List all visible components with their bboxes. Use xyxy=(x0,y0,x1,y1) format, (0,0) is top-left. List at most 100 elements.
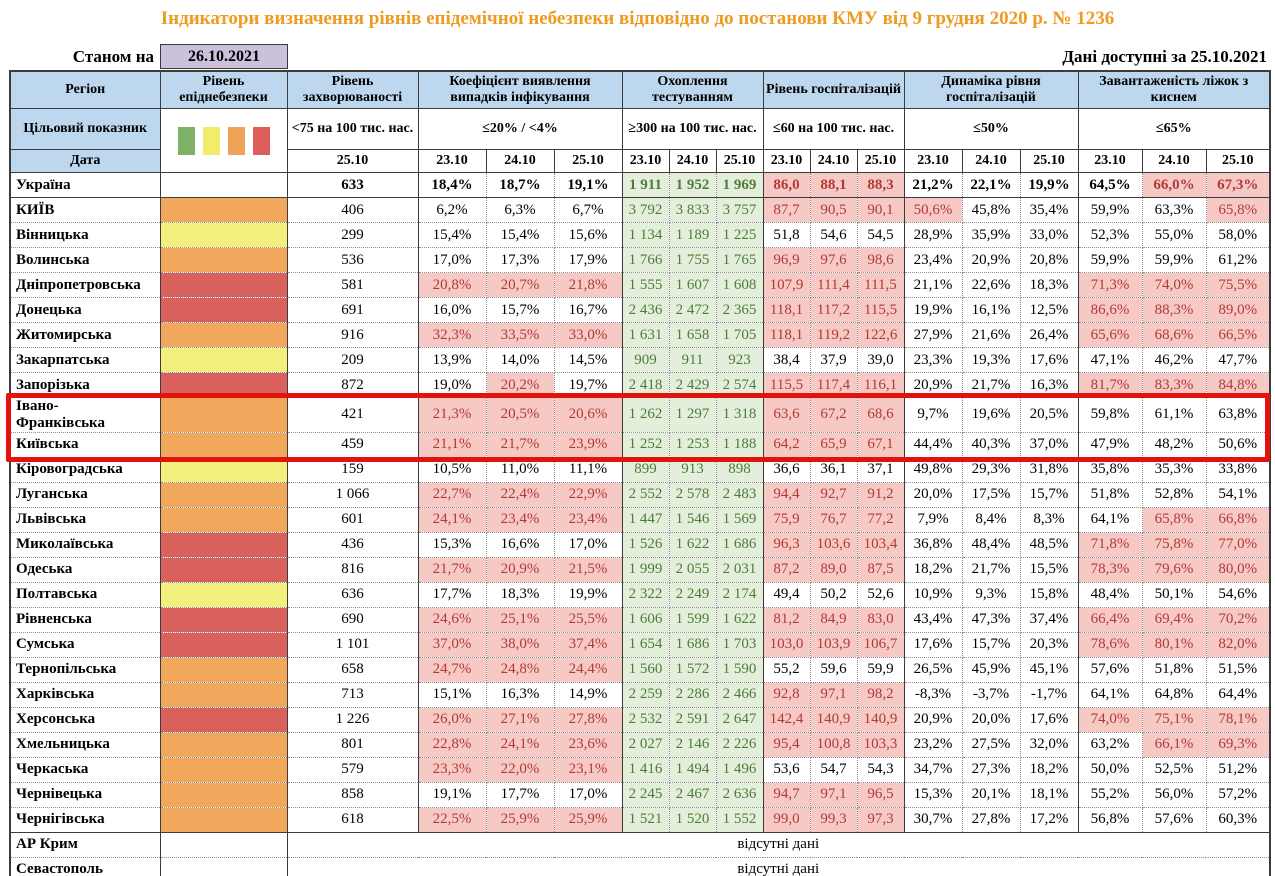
hosp-dynamics-cell: 20,5% xyxy=(1019,397,1079,433)
legend-swatch-green xyxy=(177,126,195,155)
hosp-level-cell: 59,9 xyxy=(856,656,905,683)
detection-cell: 15,4% xyxy=(485,222,555,248)
region-row: Житомирська 916 32,3% 33,5% 33,0% 1 631 1 658 1… xyxy=(9,322,1271,348)
region-row: Донецька 691 16,0% 15,7% 16,7% 2 436 2 472 2 36… xyxy=(9,297,1271,323)
epidanger-level-cell xyxy=(159,806,288,833)
hosp-dynamics-cell: 27,9% xyxy=(903,322,963,348)
hosp-dynamics-cell: -8,3% xyxy=(903,681,963,708)
hosp-level-cell: 36,6 xyxy=(762,456,811,483)
region-row: Одеська 816 21,7% 20,9% 21,5% 1 999 2 055 2 031… xyxy=(9,556,1271,583)
hosp-dynamics-cell: 15,3% xyxy=(903,781,963,808)
bed-occupancy-cell: 81,7% xyxy=(1077,372,1143,398)
region-row: Дніпропетровська 581 20,8% 20,7% 21,8% 1 555 1… xyxy=(9,272,1271,298)
incidence-cell: 872 xyxy=(286,372,419,398)
bed-occupancy-cell: 68,6% xyxy=(1141,322,1207,348)
bed-occupancy-cell: 66,0% xyxy=(1141,172,1207,198)
hosp-dynamics-cell: 12,5% xyxy=(1019,297,1079,323)
testing-cell: 2 591 xyxy=(668,706,717,733)
hosp-dynamics-cell: 48,5% xyxy=(1019,531,1079,558)
bed-occupancy-cell: 71,3% xyxy=(1077,272,1143,298)
bed-occupancy-cell: 64,1% xyxy=(1077,506,1143,533)
hosp-dynamics-cell: 20,8% xyxy=(1019,247,1079,273)
detection-cell: 24,1% xyxy=(417,506,487,533)
bed-occupancy-cell: 82,0% xyxy=(1205,631,1271,658)
testing-cell: 2 472 xyxy=(668,297,717,323)
incidence-cell: 618 xyxy=(286,806,419,833)
testing-cell: 2 532 xyxy=(621,706,670,733)
testing-cell: 1 572 xyxy=(668,656,717,683)
hosp-dynamics-cell: 43,4% xyxy=(903,606,963,633)
testing-cell: 1 318 xyxy=(715,397,764,433)
detection-cell: 20,5% xyxy=(485,397,555,433)
testing-cell: 2 429 xyxy=(668,372,717,398)
detection-cell: 33,0% xyxy=(553,322,623,348)
hosp-level-cell: 103,3 xyxy=(856,731,905,758)
hosp-level-cell: 52,6 xyxy=(856,581,905,608)
date-cell-hosp-level: 25.10 xyxy=(856,149,905,173)
epidanger-level-cell xyxy=(159,506,288,533)
epidanger-legend xyxy=(159,108,288,173)
region-row: Запорізька 872 19,0% 20,2% 19,7% 2 418 2 429 2 … xyxy=(9,372,1271,398)
hosp-dynamics-cell: 10,9% xyxy=(903,581,963,608)
hosp-dynamics-cell: 29,3% xyxy=(961,456,1021,483)
testing-cell: 2 574 xyxy=(715,372,764,398)
epidanger-level-cell xyxy=(159,272,288,298)
epidanger-level-cell xyxy=(159,606,288,633)
bed-occupancy-cell: 51,5% xyxy=(1205,656,1271,683)
detection-cell: 25,9% xyxy=(553,806,623,833)
date-cell-bed-occupancy: 23.10 xyxy=(1077,149,1143,173)
detection-cell: 17,7% xyxy=(417,581,487,608)
testing-cell: 1 631 xyxy=(621,322,670,348)
testing-cell: 2 552 xyxy=(621,481,670,508)
detection-cell: 22,5% xyxy=(417,806,487,833)
hosp-level-cell: 54,3 xyxy=(856,756,905,783)
testing-cell: 1 999 xyxy=(621,556,670,583)
testing-cell: 1 622 xyxy=(715,606,764,633)
region-row: Чернівецька 858 19,1% 17,7% 17,0% 2 245 2 467 2… xyxy=(9,781,1271,808)
legend-swatch-red xyxy=(252,126,270,155)
hosp-level-cell: 103,4 xyxy=(856,531,905,558)
detection-cell: 16,3% xyxy=(485,681,555,708)
detection-cell: 18,7% xyxy=(485,172,555,198)
bed-occupancy-cell: 51,8% xyxy=(1141,656,1207,683)
hosp-level-cell: 83,0 xyxy=(856,606,905,633)
hosp-dynamics-cell: 8,4% xyxy=(961,506,1021,533)
testing-cell: 1 622 xyxy=(668,531,717,558)
testing-cell: 909 xyxy=(621,347,670,373)
hosp-level-cell: 140,9 xyxy=(856,706,905,733)
bed-occupancy-cell: 47,9% xyxy=(1077,431,1143,458)
hosp-dynamics-cell: 21,7% xyxy=(961,556,1021,583)
detection-cell: 15,6% xyxy=(553,222,623,248)
data-available: Дані доступні за 25.10.2021 xyxy=(1058,47,1267,67)
hosp-level-cell: 107,9 xyxy=(762,272,811,298)
epidanger-level-cell xyxy=(159,556,288,583)
hosp-dynamics-cell: -1,7% xyxy=(1019,681,1079,708)
hosp-level-cell: 55,2 xyxy=(762,656,811,683)
epidanger-level-cell xyxy=(159,831,288,858)
detection-cell: 17,3% xyxy=(485,247,555,273)
date-incidence: 25.10 xyxy=(286,149,419,173)
detection-cell: 22,9% xyxy=(553,481,623,508)
detection-cell: 21,7% xyxy=(417,556,487,583)
detection-cell: 22,7% xyxy=(417,481,487,508)
hosp-dynamics-cell: 22,1% xyxy=(961,172,1021,198)
testing-cell: 1 686 xyxy=(715,531,764,558)
bed-occupancy-cell: 50,0% xyxy=(1077,756,1143,783)
column-header-dynamics: Динаміка рівня госпіталізацій xyxy=(903,70,1079,109)
hosp-dynamics-cell: 20,1% xyxy=(961,781,1021,808)
hosp-dynamics-cell: 20,0% xyxy=(903,481,963,508)
epidanger-level-cell xyxy=(159,222,288,248)
incidence-cell: 1 066 xyxy=(286,481,419,508)
hosp-level-cell: 97,1 xyxy=(809,681,858,708)
hosp-dynamics-cell: 18,1% xyxy=(1019,781,1079,808)
hosp-level-cell: 39,0 xyxy=(856,347,905,373)
indicators-table: Регіон Рівень епіднебезпеки Рівень захворю… xyxy=(9,70,1271,876)
testing-cell: 1 225 xyxy=(715,222,764,248)
hosp-dynamics-cell: 17,6% xyxy=(903,631,963,658)
hosp-dynamics-cell: 48,4% xyxy=(961,531,1021,558)
bed-occupancy-cell: 59,9% xyxy=(1077,247,1143,273)
column-header-incidence: Рівень захворюваності xyxy=(286,70,419,109)
hosp-dynamics-cell: 15,7% xyxy=(1019,481,1079,508)
bed-occupancy-cell: 78,6% xyxy=(1077,631,1143,658)
bed-occupancy-cell: 78,3% xyxy=(1077,556,1143,583)
